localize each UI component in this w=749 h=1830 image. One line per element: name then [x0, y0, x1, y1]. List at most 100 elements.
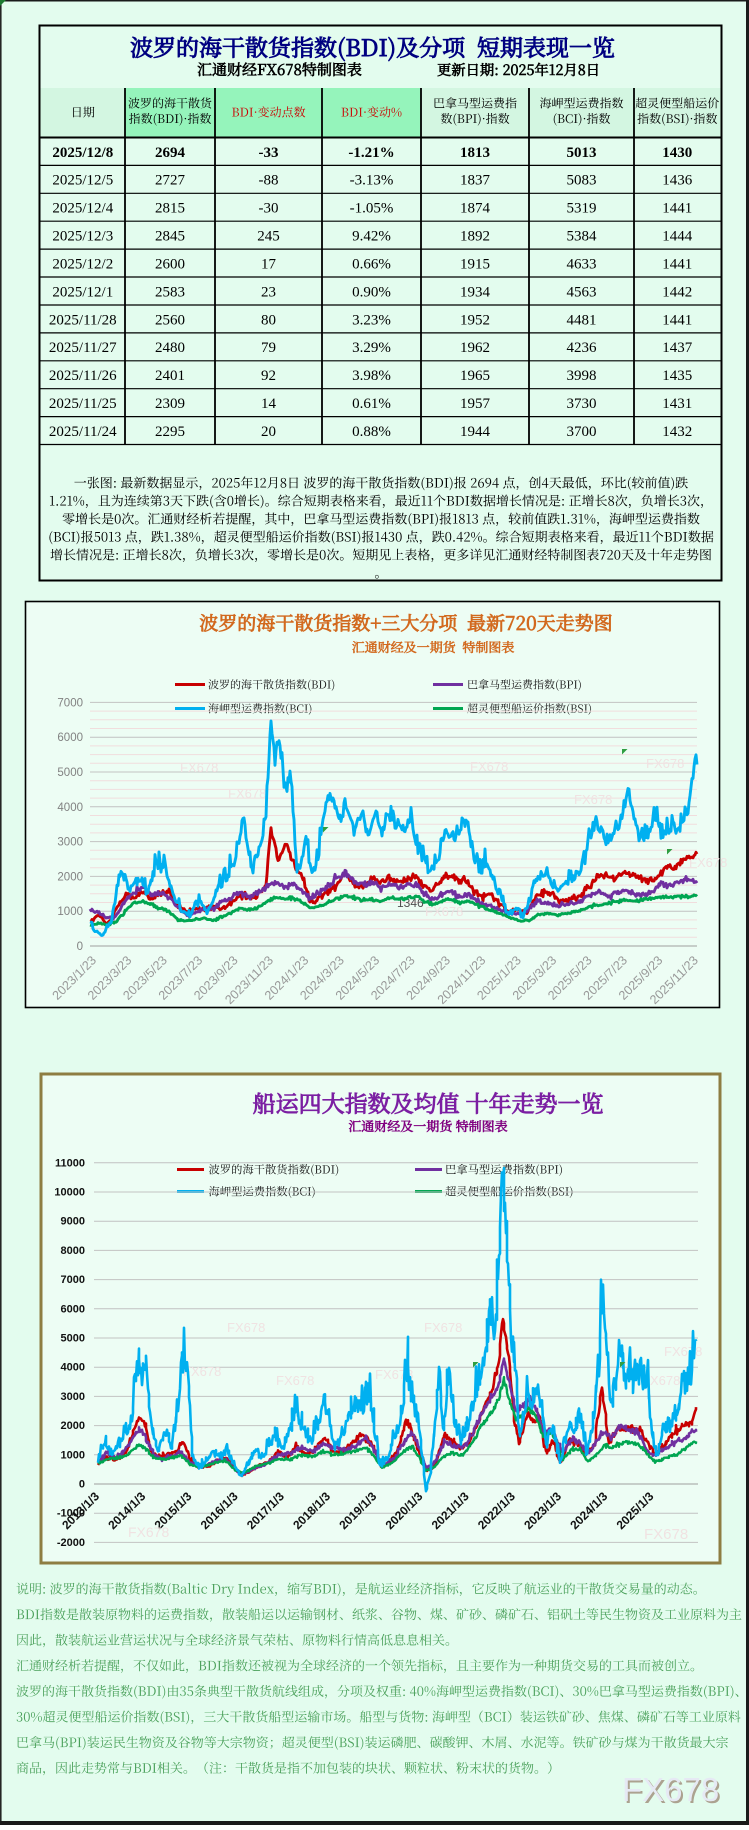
svg-text:1441: 1441: [662, 256, 692, 272]
svg-text:4481: 4481: [567, 312, 597, 328]
svg-text:79: 79: [261, 340, 276, 356]
svg-text:4000: 4000: [61, 1362, 85, 1374]
svg-text:2727: 2727: [155, 173, 186, 189]
svg-text:FX678: FX678: [180, 760, 218, 775]
svg-text:-88: -88: [259, 173, 279, 189]
svg-text:1000: 1000: [57, 906, 83, 918]
svg-text:-1000: -1000: [57, 1508, 85, 1520]
svg-text:FX678: FX678: [227, 1320, 265, 1335]
svg-text:1952: 1952: [460, 312, 490, 328]
svg-text:1430: 1430: [662, 145, 692, 161]
svg-text:5319: 5319: [567, 201, 597, 217]
svg-text:-2000: -2000: [57, 1537, 85, 1549]
svg-text:14: 14: [261, 396, 277, 412]
svg-text:6000: 6000: [57, 732, 83, 744]
svg-text:2600: 2600: [155, 256, 185, 272]
svg-text:1915: 1915: [460, 256, 490, 272]
svg-text:23: 23: [261, 284, 276, 300]
svg-text:FX678: FX678: [622, 1771, 719, 1808]
svg-text:3730: 3730: [567, 396, 597, 412]
svg-text:1441: 1441: [662, 312, 692, 328]
svg-text:2025/11/27: 2025/11/27: [49, 340, 117, 356]
svg-text:11000: 11000: [55, 1157, 85, 1169]
svg-text:1813: 1813: [460, 145, 490, 161]
svg-text:7000: 7000: [57, 697, 83, 709]
svg-text:3700: 3700: [567, 424, 597, 440]
svg-text:1437: 1437: [662, 340, 693, 356]
svg-text:3998: 3998: [567, 368, 597, 384]
svg-text:1892: 1892: [460, 229, 490, 245]
svg-text:FX678: FX678: [689, 855, 727, 870]
svg-text:FX678: FX678: [644, 1526, 688, 1543]
svg-text:1000: 1000: [61, 1449, 85, 1461]
svg-text:2025/12/2: 2025/12/2: [52, 256, 113, 272]
svg-text:6000: 6000: [61, 1303, 85, 1315]
svg-text:FX678: FX678: [470, 759, 508, 774]
svg-text:4000: 4000: [57, 802, 83, 814]
svg-text:FX678: FX678: [425, 904, 463, 919]
svg-text:2815: 2815: [155, 201, 185, 217]
svg-text:2295: 2295: [155, 424, 185, 440]
svg-text:3.23%: 3.23%: [352, 312, 391, 328]
svg-text:2025/11/26: 2025/11/26: [49, 368, 117, 384]
svg-text:FX678: FX678: [228, 786, 266, 801]
svg-text:3000: 3000: [61, 1391, 85, 1403]
svg-text:2845: 2845: [155, 229, 185, 245]
svg-text:1442: 1442: [662, 284, 692, 300]
svg-text:3000: 3000: [57, 837, 83, 849]
svg-text:1432: 1432: [662, 424, 692, 440]
svg-text:1934: 1934: [460, 284, 491, 300]
svg-text:FX678: FX678: [642, 1373, 680, 1388]
svg-text:0.61%: 0.61%: [352, 396, 391, 412]
svg-text:4563: 4563: [567, 284, 597, 300]
svg-text:20: 20: [261, 424, 276, 440]
svg-text:FX678: FX678: [574, 792, 612, 807]
svg-text:1874: 1874: [460, 201, 491, 217]
svg-text:FX678: FX678: [624, 1773, 721, 1810]
svg-text:-30: -30: [259, 201, 279, 217]
svg-text:2025/12/8: 2025/12/8: [52, 145, 113, 161]
svg-text:1435: 1435: [662, 368, 692, 384]
svg-text:3.98%: 3.98%: [352, 368, 391, 384]
svg-text:9000: 9000: [61, 1216, 85, 1228]
svg-text:5000: 5000: [57, 767, 83, 779]
svg-text:2560: 2560: [155, 312, 185, 328]
svg-text:1965: 1965: [460, 368, 490, 384]
svg-text:2025/12/3: 2025/12/3: [52, 229, 113, 245]
svg-text:8000: 8000: [61, 1245, 85, 1257]
svg-text:4633: 4633: [567, 256, 597, 272]
svg-text:4236: 4236: [567, 340, 598, 356]
svg-text:1957: 1957: [460, 396, 491, 412]
svg-text:FX678: FX678: [664, 1344, 702, 1359]
svg-text:-1.05%: -1.05%: [350, 201, 394, 217]
svg-text:2583: 2583: [155, 284, 185, 300]
svg-text:FX678: FX678: [128, 1524, 169, 1540]
svg-text:2480: 2480: [155, 340, 185, 356]
svg-text:3.29%: 3.29%: [352, 340, 391, 356]
svg-text:245: 245: [257, 229, 280, 245]
svg-text:2401: 2401: [155, 368, 185, 384]
svg-text:2025/12/5: 2025/12/5: [52, 173, 113, 189]
svg-text:1837: 1837: [460, 173, 491, 189]
svg-text:0: 0: [79, 1479, 85, 1491]
svg-text:1962: 1962: [460, 340, 490, 356]
svg-text:FX678: FX678: [646, 756, 684, 771]
svg-text:10000: 10000: [54, 1187, 85, 1199]
svg-text:-3.13%: -3.13%: [350, 173, 394, 189]
svg-text:2025/12/4: 2025/12/4: [52, 201, 113, 217]
svg-text:7000: 7000: [61, 1274, 85, 1286]
svg-text:2000: 2000: [57, 871, 83, 883]
svg-text:2025/11/24: 2025/11/24: [49, 424, 117, 440]
svg-text:5000: 5000: [61, 1333, 85, 1345]
svg-text:2309: 2309: [155, 396, 185, 412]
svg-text:0: 0: [77, 941, 83, 953]
svg-text:0.90%: 0.90%: [352, 284, 391, 300]
svg-text:1441: 1441: [662, 201, 692, 217]
svg-text:5013: 5013: [567, 145, 597, 161]
svg-text:1431: 1431: [662, 396, 692, 412]
svg-text:2025/11/25: 2025/11/25: [49, 396, 117, 412]
svg-text:9.42%: 9.42%: [352, 229, 391, 245]
svg-text:2025/11/28: 2025/11/28: [49, 312, 117, 328]
svg-text:0.88%: 0.88%: [352, 424, 391, 440]
svg-text:5384: 5384: [567, 229, 598, 245]
